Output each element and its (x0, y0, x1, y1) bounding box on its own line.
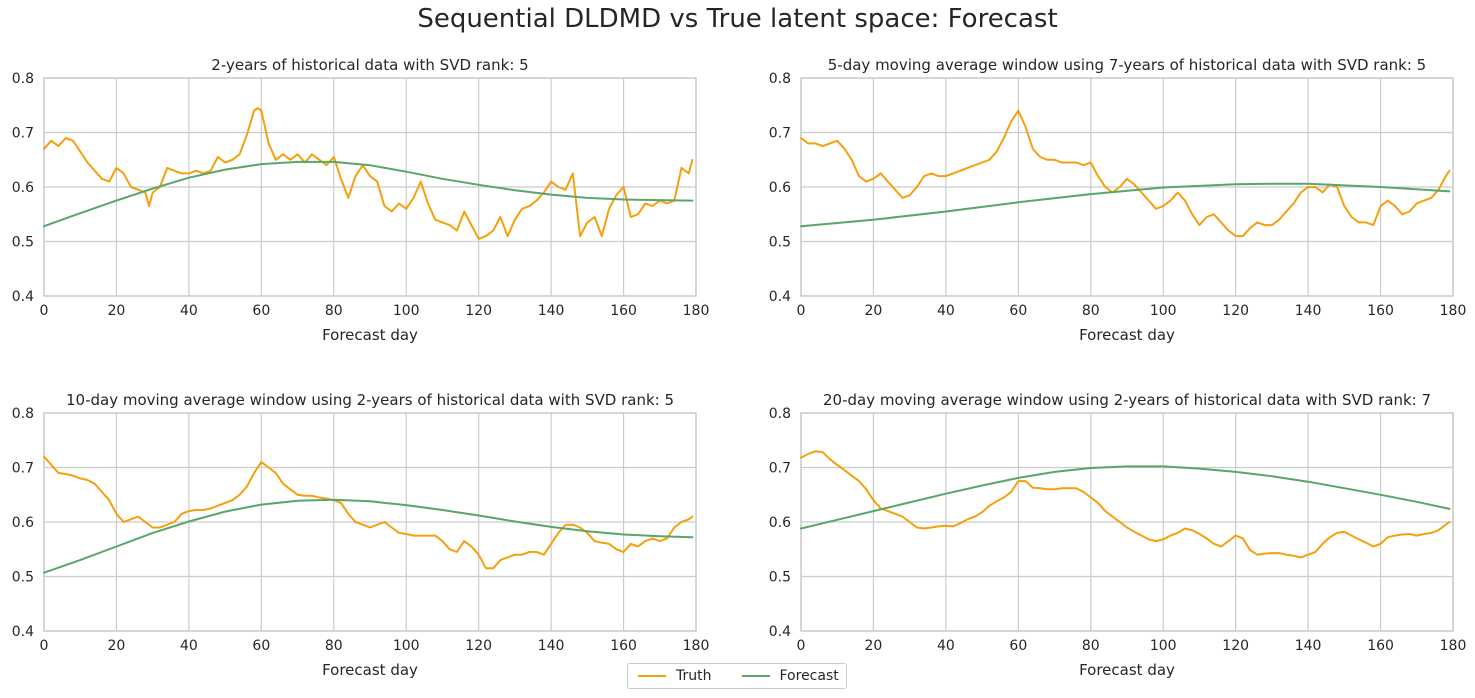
x-tick-label: 0 (797, 638, 806, 654)
x-tick-label: 20 (108, 303, 126, 319)
subplot-title: 20-day moving average window using 2-yea… (823, 391, 1431, 409)
y-tick-label: 0.4 (769, 624, 791, 640)
x-tick-label: 180 (1440, 638, 1467, 654)
subplot-title: 10-day moving average window using 2-yea… (66, 391, 674, 409)
subplot-title: 2-years of historical data with SVD rank… (211, 56, 528, 74)
y-tick-label: 0.7 (769, 126, 791, 142)
series-line-forecast (43, 498, 694, 574)
x-tick-label: 160 (610, 638, 637, 654)
x-tick-label: 60 (252, 638, 270, 654)
y-tick-label: 0.6 (769, 180, 791, 196)
x-tick-label: 140 (538, 303, 565, 319)
y-tick-label: 0.4 (12, 289, 34, 305)
x-tick-label: 20 (108, 638, 126, 654)
y-tick-label: 0.5 (12, 570, 34, 586)
x-tick-label: 100 (1150, 638, 1177, 654)
legend-truth-label: Truth (676, 668, 712, 684)
series-line-forecast (800, 182, 1451, 228)
subplot-title: 5-day moving average window using 7-year… (828, 56, 1426, 74)
series-line-forecast (43, 160, 694, 228)
plot-frame (800, 77, 1454, 297)
x-tick-label: 60 (1009, 638, 1027, 654)
y-tick-label: 0.4 (12, 624, 34, 640)
y-tick-label: 0.7 (12, 461, 34, 477)
x-tick-label: 100 (393, 638, 420, 654)
plot-frame (43, 412, 697, 632)
x-tick-label: 180 (1440, 303, 1467, 319)
legend-forecast-label: Forecast (779, 668, 839, 684)
y-tick-label: 0.6 (769, 515, 791, 531)
y-tick-label: 0.8 (769, 406, 791, 422)
x-tick-label: 20 (865, 638, 883, 654)
x-tick-label: 40 (937, 638, 955, 654)
x-axis-label: Forecast day (1079, 326, 1175, 344)
figure-title: Sequential DLDMD vs True latent space: F… (417, 4, 1058, 34)
x-tick-label: 160 (1367, 303, 1394, 319)
y-tick-label: 0.8 (12, 71, 34, 87)
x-tick-label: 140 (1295, 638, 1322, 654)
chart-panel-3: 0 20 40 60 80 100 120 140 160 180 0.4 0.5 0.6 0.7 0.8 1… (12, 391, 710, 679)
x-tick-label: 0 (40, 303, 49, 319)
y-tick-label: 0.5 (769, 235, 791, 251)
x-tick-label: 0 (40, 638, 49, 654)
plot-frame (43, 77, 697, 297)
x-tick-label: 80 (325, 303, 343, 319)
y-tick-label: 0.7 (12, 126, 34, 142)
series-line-truth (43, 455, 694, 570)
x-tick-label: 80 (1082, 303, 1100, 319)
y-tick-label: 0.8 (12, 406, 34, 422)
x-tick-label: 40 (180, 303, 198, 319)
legend: Truth Forecast (627, 663, 847, 689)
x-tick-label: 160 (610, 303, 637, 319)
x-tick-label: 120 (465, 638, 492, 654)
y-tick-label: 0.5 (12, 235, 34, 251)
x-tick-label: 60 (252, 303, 270, 319)
legend-truth-swatch (638, 675, 666, 677)
y-tick-label: 0.7 (769, 461, 791, 477)
legend-forecast-swatch (741, 675, 770, 677)
x-tick-label: 120 (1222, 638, 1249, 654)
series-line-truth (800, 109, 1451, 238)
legend-item-forecast: Forecast (741, 668, 839, 684)
x-tick-label: 40 (180, 638, 198, 654)
x-tick-label: 80 (325, 638, 343, 654)
x-axis-label: Forecast day (322, 661, 418, 679)
x-tick-label: 120 (465, 303, 492, 319)
x-tick-label: 100 (393, 303, 420, 319)
y-tick-label: 0.8 (769, 71, 791, 87)
series-line-forecast (800, 465, 1451, 530)
plot-frame (800, 412, 1454, 632)
y-tick-label: 0.6 (12, 515, 34, 531)
chart-panel-4: 0 20 40 60 80 100 120 140 160 180 0.4 0.5 0.6 0.7 0.8 2… (769, 391, 1467, 679)
x-tick-label: 60 (1009, 303, 1027, 319)
y-tick-label: 0.5 (769, 570, 791, 586)
x-tick-label: 0 (797, 303, 806, 319)
x-tick-label: 140 (538, 638, 565, 654)
series-line-truth (800, 450, 1451, 559)
series-line-truth (43, 107, 694, 240)
x-tick-label: 180 (683, 303, 710, 319)
x-tick-label: 160 (1367, 638, 1394, 654)
x-tick-label: 180 (683, 638, 710, 654)
chart-panel-1: 0 20 40 60 80 100 120 140 160 180 0.4 0.5 0.6 0.7 0.8 2… (12, 56, 710, 344)
x-tick-label: 120 (1222, 303, 1249, 319)
x-axis-label: Forecast day (322, 326, 418, 344)
x-tick-label: 140 (1295, 303, 1322, 319)
y-tick-label: 0.4 (769, 289, 791, 305)
x-tick-label: 40 (937, 303, 955, 319)
chart-panel-2: 0 20 40 60 80 100 120 140 160 180 0.4 0.5 0.6 0.7 0.8 5… (769, 56, 1467, 344)
x-tick-label: 100 (1150, 303, 1177, 319)
x-axis-label: Forecast day (1079, 661, 1175, 679)
x-tick-label: 80 (1082, 638, 1100, 654)
y-tick-label: 0.6 (12, 180, 34, 196)
legend-item-truth: Truth (638, 668, 712, 684)
x-tick-label: 20 (865, 303, 883, 319)
